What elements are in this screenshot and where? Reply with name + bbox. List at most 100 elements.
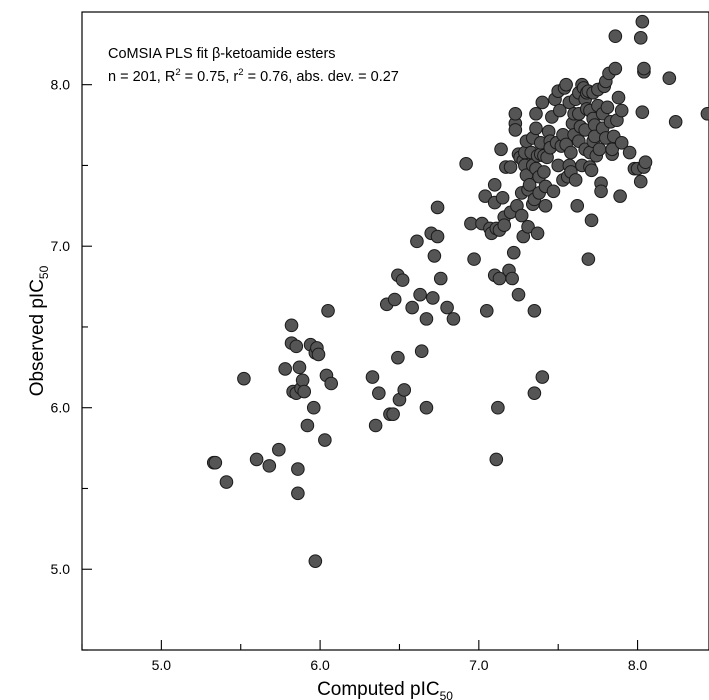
data-point [237, 371, 251, 386]
data-point [321, 304, 335, 318]
data-point [489, 452, 504, 467]
axis-tick-labels: 5.0 6.0 7.0 8.0 5.0 6.0 7.0 8.0 [51, 77, 648, 673]
data-point [433, 271, 448, 286]
data-point [633, 31, 648, 45]
data-point [633, 174, 648, 189]
data-point [527, 386, 542, 400]
data-point [535, 370, 550, 384]
data-point [529, 106, 543, 121]
data-point [478, 189, 492, 203]
data-point [584, 163, 599, 178]
data-point [592, 142, 607, 157]
data-point [306, 400, 321, 415]
data-point [559, 77, 573, 92]
data-point [405, 300, 419, 315]
data-point [564, 145, 578, 160]
x-tick-label: 6.0 [310, 657, 330, 673]
data-point [295, 373, 310, 388]
data-point [324, 376, 339, 391]
y-tick-label: 6.0 [51, 400, 71, 416]
annotation-line-2: n = 201, R2 = 0.75, r2 = 0.76, abs. dev.… [108, 67, 399, 85]
data-point [440, 300, 454, 315]
annotation-R2: = 0.75, r [181, 69, 239, 85]
y-tick-label: 5.0 [51, 561, 71, 577]
data-point [387, 292, 402, 307]
data-point [208, 455, 223, 470]
data-point [503, 160, 518, 174]
data-point [300, 418, 315, 433]
data-point [505, 271, 519, 286]
data-point [622, 145, 637, 160]
data-point [605, 142, 619, 157]
data-point [611, 90, 626, 105]
data-point [511, 287, 526, 302]
data-point [284, 318, 299, 333]
data-point [594, 184, 608, 199]
data-point [494, 142, 508, 157]
data-point [414, 344, 429, 358]
data-point [530, 226, 545, 241]
data-point [635, 105, 650, 119]
data-point [386, 407, 400, 421]
data-point [272, 442, 286, 457]
data-point [635, 14, 650, 29]
data-point [397, 383, 412, 397]
data-point [249, 452, 264, 467]
data-point [219, 475, 234, 489]
data-point [467, 252, 481, 266]
data-point [570, 199, 585, 213]
data-point [638, 155, 653, 170]
data-point [506, 245, 521, 260]
data-point [262, 459, 277, 473]
data-point [487, 178, 502, 192]
data-point [427, 249, 442, 263]
data-point [291, 486, 305, 501]
data-point [662, 71, 677, 86]
data-point [479, 304, 494, 318]
data-point [552, 103, 567, 118]
data-point [395, 273, 410, 287]
data-point [497, 218, 512, 233]
data-point [508, 106, 523, 121]
data-point [668, 115, 683, 129]
annotation-line-1: CoMSIA PLS fit β-ketoamide esters [108, 46, 336, 62]
data-point [600, 100, 615, 115]
data-point [537, 165, 551, 179]
data-point [459, 157, 473, 171]
data-point [521, 220, 535, 234]
plot-frame [81, 11, 709, 651]
data-point [278, 362, 292, 376]
data-point [311, 347, 326, 362]
x-tick-label: 8.0 [628, 657, 648, 673]
data-point [419, 312, 434, 326]
data-point [430, 200, 445, 215]
annotation-rest: = 0.76, abs. dev. = 0.27 [244, 69, 399, 85]
axis-ticks [81, 84, 639, 651]
data-point [527, 304, 542, 318]
data-point [446, 312, 461, 326]
data-point [291, 462, 305, 476]
x-tick-label: 5.0 [152, 657, 172, 673]
data-point [538, 199, 553, 213]
y-tick-label: 8.0 [51, 77, 71, 93]
data-point [608, 29, 623, 44]
data-point [413, 287, 427, 302]
data-point [391, 350, 405, 365]
annotation-n: n = 201, R [108, 69, 175, 85]
data-point [637, 61, 651, 76]
data-point [426, 291, 440, 305]
data-point [613, 189, 627, 203]
data-points [206, 14, 709, 568]
annotation-R2-exponent: 2 [175, 67, 180, 78]
annotation-r2-exponent: 2 [238, 67, 243, 78]
data-point [529, 121, 543, 136]
data-point [614, 136, 629, 150]
data-point [522, 178, 537, 192]
data-point [568, 173, 583, 187]
data-point [430, 229, 445, 244]
data-point [508, 123, 523, 137]
data-point [292, 360, 307, 375]
data-point [608, 61, 623, 76]
data-point [535, 95, 550, 110]
